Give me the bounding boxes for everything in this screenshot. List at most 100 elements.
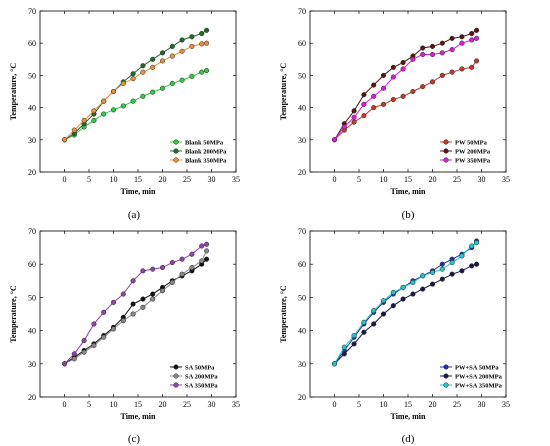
data-point: [179, 256, 185, 262]
data-point: [449, 271, 455, 277]
data-point: [420, 273, 426, 279]
data-point: [474, 261, 480, 267]
data-point: [189, 251, 195, 257]
legend-entry: Blank 50MPa: [185, 139, 224, 146]
data-point: [130, 278, 136, 284]
legend-swatch-marker: [443, 139, 449, 145]
x-tick-label: 0: [63, 175, 67, 184]
y-tick-label: 40: [28, 327, 36, 336]
data-point: [429, 79, 436, 85]
y-tick-label: 20: [28, 168, 36, 177]
data-point: [199, 41, 205, 47]
data-point: [429, 269, 436, 276]
data-point: [150, 266, 156, 272]
data-point: [101, 98, 107, 104]
chart-panel-3: 0 5 10 15 20 25 30 35 20 30 40 50 60 70 Time, min Tempe…: [9, 227, 240, 445]
series-line-2: [334, 29, 477, 141]
data-point: [120, 291, 126, 297]
data-point: [179, 271, 185, 277]
data-point: [179, 48, 185, 54]
x-tick-label: 35: [232, 175, 240, 184]
series-line-3: [64, 243, 207, 365]
data-point: [91, 108, 97, 114]
data-point: [169, 53, 175, 59]
data-point: [120, 318, 126, 324]
data-point: [169, 259, 175, 266]
x-tick-label: 0: [333, 175, 337, 184]
data-point: [449, 69, 455, 75]
legend-entry: Blank 200MPa: [185, 148, 227, 155]
x-tick-label: 5: [357, 175, 361, 184]
data-point: [179, 37, 185, 43]
legend-swatch-marker: [443, 373, 449, 379]
data-point: [341, 351, 347, 357]
data-point: [130, 98, 136, 104]
data-point: [179, 77, 185, 83]
data-point: [459, 268, 465, 274]
data-point: [110, 107, 117, 113]
data-point: [449, 47, 455, 53]
data-point: [159, 264, 166, 271]
y-axis-label: Temperature, °C: [279, 285, 288, 343]
x-tick-label: 25: [183, 400, 191, 409]
data-point: [204, 241, 210, 247]
data-point: [199, 69, 205, 75]
data-point: [150, 89, 156, 95]
legend-entry: PW+SA 200MPa: [455, 373, 503, 380]
data-point: [474, 35, 480, 41]
x-tick-label: 35: [232, 400, 240, 409]
data-point: [351, 333, 357, 339]
data-point: [101, 111, 107, 117]
data-point: [390, 289, 396, 295]
x-tick-label: 30: [478, 400, 486, 409]
data-point: [361, 319, 367, 325]
data-point: [71, 127, 77, 133]
data-point: [91, 117, 97, 124]
data-point: [199, 258, 205, 264]
data-point: [110, 299, 117, 305]
y-tick-label: 30: [298, 136, 306, 145]
legend-swatch-marker: [173, 382, 179, 388]
data-point: [410, 88, 416, 95]
data-point: [130, 301, 136, 307]
data-point: [459, 253, 465, 259]
x-tick-label: 20: [159, 175, 167, 184]
data-point: [140, 296, 146, 302]
data-point: [159, 288, 166, 294]
data-point: [199, 30, 205, 37]
data-point: [439, 40, 445, 46]
y-tick-label: 50: [28, 71, 36, 80]
data-point: [400, 66, 406, 72]
data-point: [449, 35, 455, 41]
data-point: [204, 248, 210, 254]
data-point: [341, 344, 347, 350]
data-point: [91, 342, 97, 349]
data-point: [130, 76, 136, 82]
data-point: [120, 103, 126, 109]
x-tick-label: 15: [404, 175, 412, 184]
x-tick-label: 10: [380, 175, 388, 184]
y-tick-label: 70: [28, 227, 36, 236]
data-point: [204, 27, 210, 33]
y-tick-label: 20: [28, 393, 36, 402]
data-point: [361, 113, 367, 119]
data-point: [429, 281, 436, 287]
data-point: [71, 351, 77, 357]
x-tick-label: 35: [502, 175, 510, 184]
series-line-1: [64, 70, 207, 141]
data-point: [380, 311, 387, 317]
x-tick-label: 30: [208, 400, 216, 409]
y-tick-label: 70: [28, 7, 36, 16]
data-point: [150, 56, 156, 62]
legend-swatch-marker: [173, 373, 179, 379]
x-tick-label: 5: [87, 175, 91, 184]
data-point: [371, 308, 377, 314]
data-point: [351, 341, 357, 347]
data-point: [120, 80, 126, 86]
data-point: [449, 259, 455, 266]
legend-entry: PW 350MPa: [455, 157, 491, 164]
data-point: [199, 243, 205, 249]
data-point: [91, 321, 97, 327]
y-tick-label: 20: [298, 393, 306, 402]
